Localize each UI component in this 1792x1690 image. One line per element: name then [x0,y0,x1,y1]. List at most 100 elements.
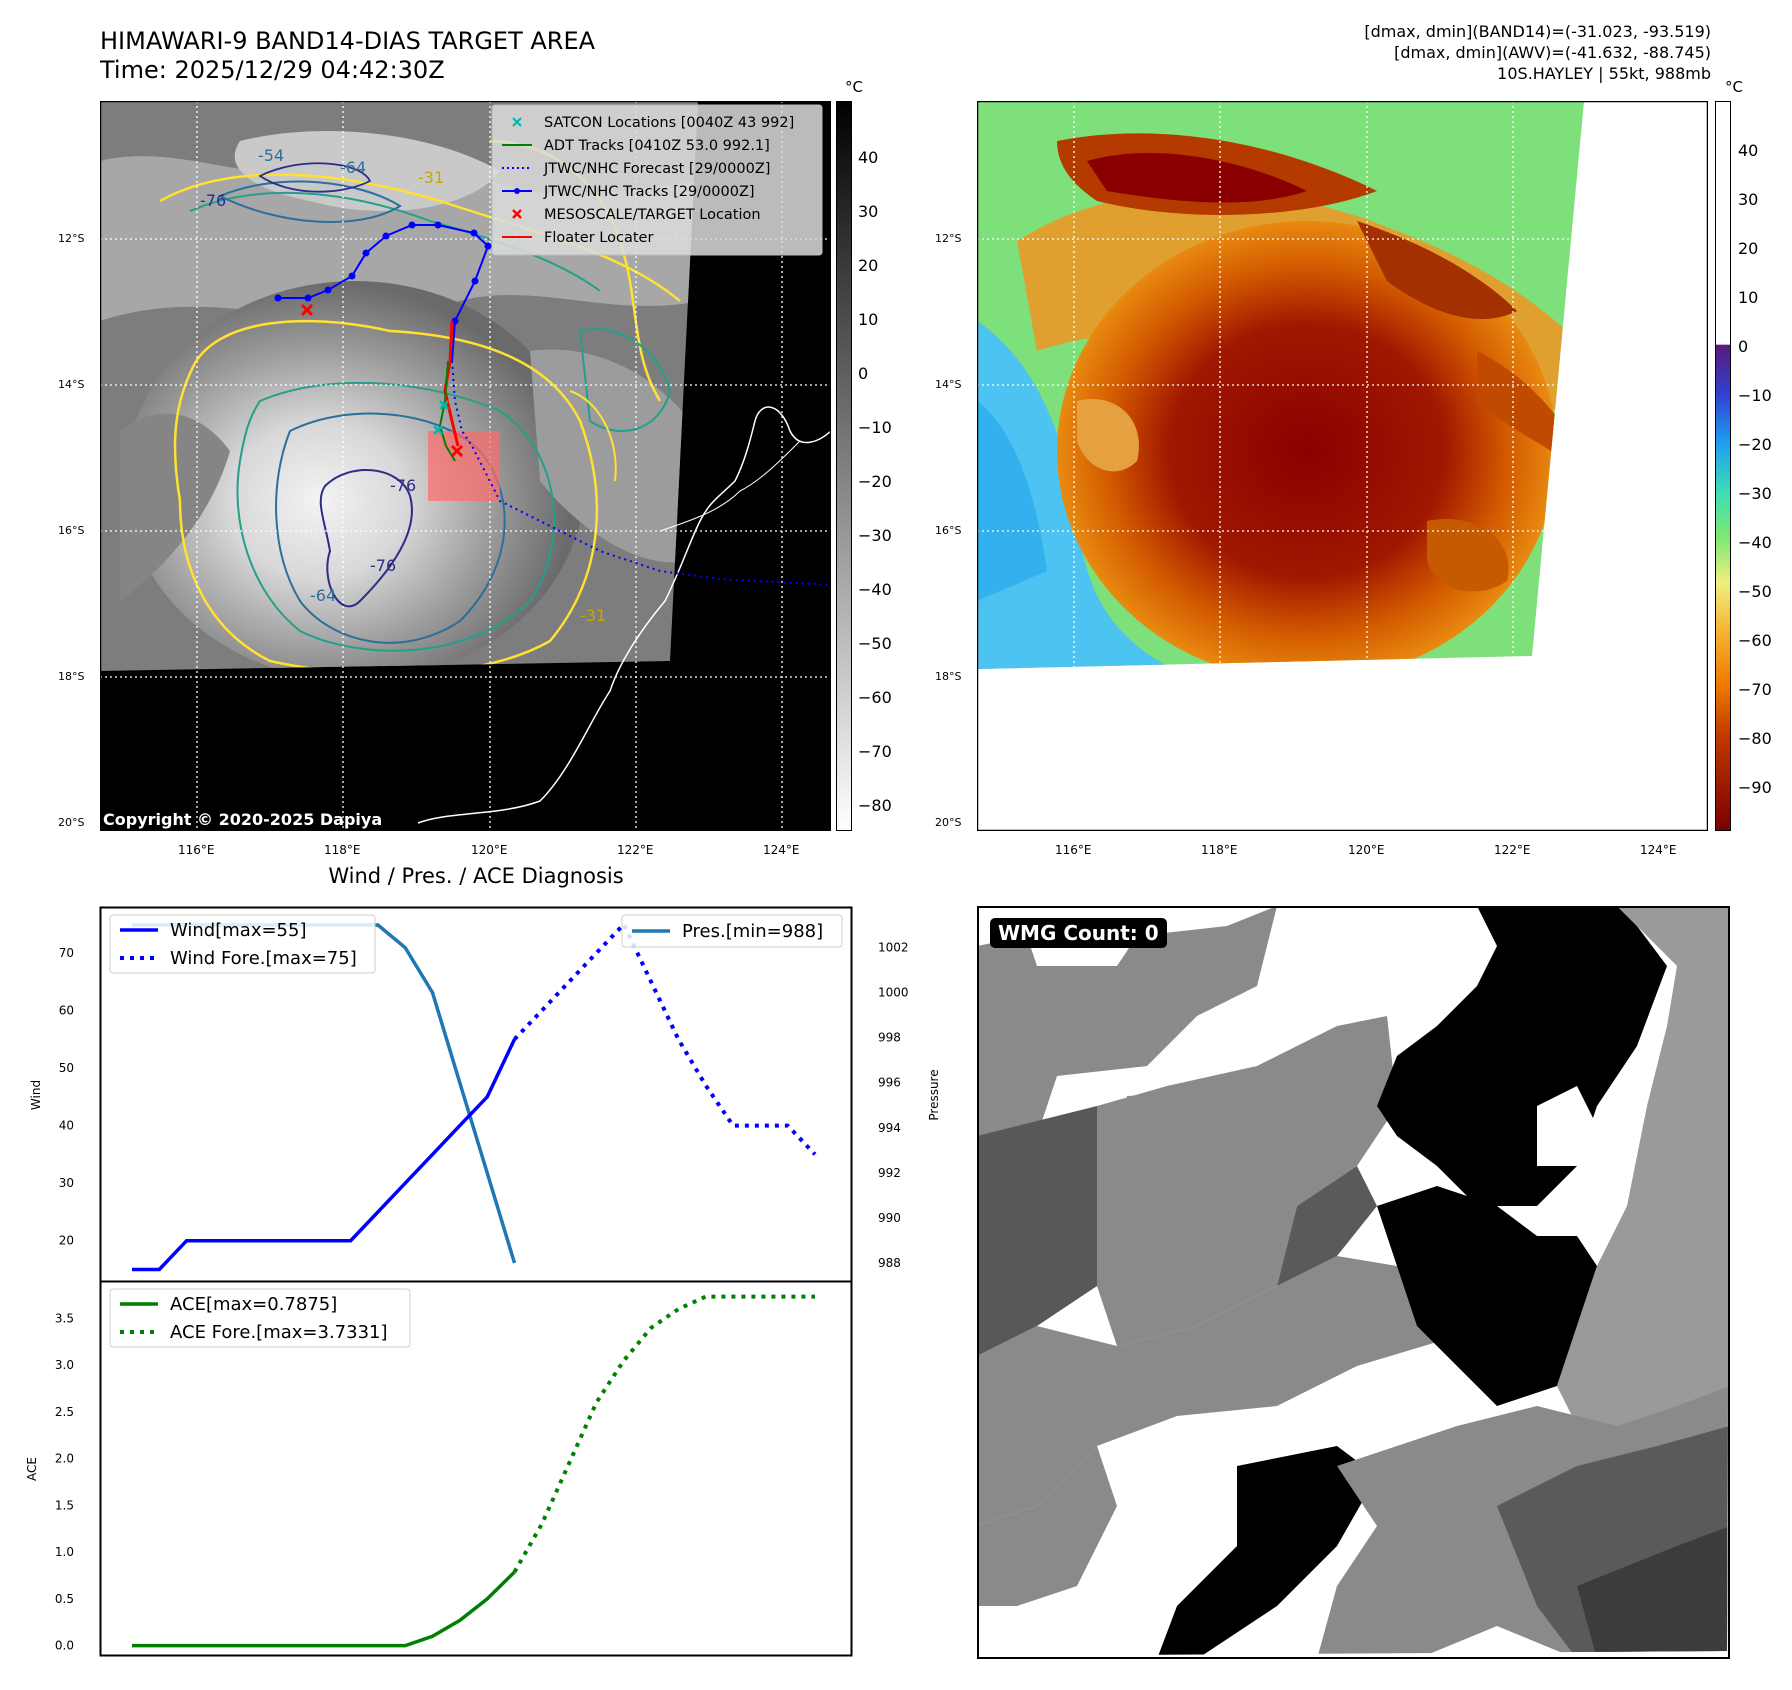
colorbar2-tick: −50 [1738,582,1772,601]
legend-forecast: JTWC/NHC Forecast [29/0000Z] [543,161,770,177]
wind-forecast-series-line [513,920,817,1156]
contour-label: -64 [310,586,336,605]
colorbar2-tick: −90 [1738,778,1772,797]
colorbar2-tick: 0 [1738,337,1749,356]
legend-satcon: SATCON Locations [0040Z 43 992] [544,115,794,131]
lon-label: 118°E [324,843,361,857]
pressure-tick: 992 [878,1166,901,1180]
contour-label: -76 [370,556,396,575]
colorbar2-tick: −10 [1738,386,1772,405]
colorbar1-tick: 30 [858,202,879,221]
ace-tick: 0.0 [55,1639,74,1653]
ace-series-line [132,1570,516,1648]
ace-tick: 3.5 [55,1311,74,1325]
lon-label: 116°E [178,843,215,857]
ace-tick: 2.5 [55,1405,74,1419]
wind-tick: 60 [59,1004,74,1018]
colorbar1-tick: 20 [858,256,879,275]
pressure-ylabel: Pressure [927,1069,941,1120]
colorbar1-tick: −70 [858,742,892,761]
colorbar1-tick: −40 [858,580,892,599]
lat-label: 20°S [58,816,85,829]
ace-tick: 3.0 [55,1358,74,1372]
lon-label: 122°E [1494,843,1531,857]
pressure-tick: 1000 [878,986,909,1000]
colorbar1-tick: 40 [858,148,879,167]
contour-label: -64 [340,158,366,177]
colorbar1-tick: 10 [858,310,879,329]
pressure-tick: 998 [878,1031,901,1045]
pressure-tick: 994 [878,1121,901,1135]
colorbar2-tick: −30 [1738,484,1772,503]
lon-label: 120°E [1348,843,1385,857]
pressure-tick: 990 [878,1211,901,1225]
wind-series-line [132,1038,517,1272]
diagnosis-title: Wind / Pres. / ACE Diagnosis [328,864,624,888]
colorbar2-tick: −80 [1738,729,1772,748]
contour-label: -31 [418,168,444,187]
wmg-count-badge: WMG Count: 0 [990,918,1167,948]
wind-legend: Wind[max=55] Wind Fore.[max=75] [109,914,376,974]
colorbar2-unit: °C [1725,78,1743,96]
colorbar2-tick: 20 [1738,239,1759,258]
legend-target: MESOSCALE/TARGET Location [544,207,761,223]
info-awv: [dmax, dmin](AWV)=(-41.632, -88.745) [1394,43,1711,62]
colorbar2-tick: 40 [1738,141,1759,160]
lat-label: 12°S [58,232,85,245]
legend-ace: ACE[max=0.7875] [170,1294,337,1315]
copyright: Copyright © 2020-2025 Dapiya [103,810,383,829]
ace-ylabel: ACE [25,1457,39,1481]
colorbar1 [836,101,852,831]
colorbar1-tick: −60 [858,688,892,707]
colorbar1-tick: −10 [858,418,892,437]
lat-label: 14°S [58,378,85,391]
ace-tick: 0.5 [55,1592,74,1606]
ir-map-panel: -54 -64 -31 -76 -76 -76 -64 -31 [100,101,831,831]
colorbar1-tick: −30 [858,526,892,545]
pressure-legend: Pres.[min=988] [621,914,843,948]
info-band14: [dmax, dmin](BAND14)=(-31.023, -93.519) [1364,22,1711,41]
legend-wind-forecast: Wind Fore.[max=75] [170,948,357,969]
wind-tick: 70 [59,946,74,960]
colorbar2-tick: −40 [1738,533,1772,552]
contour-label: -76 [390,476,416,495]
wind-tick: 30 [59,1176,74,1190]
ace-legend: ACE[max=0.7875] ACE Fore.[max=3.7331] [109,1288,411,1348]
legend-tracks: JTWC/NHC Tracks [29/0000Z] [543,184,755,200]
wind-tick: 20 [59,1234,74,1248]
wmg-panel [977,906,1730,1659]
lon-label: 124°E [763,843,800,857]
colorbar2-tick: −60 [1738,631,1772,650]
diagnosis-chart: Wind Pressure ACE 70 60 50 40 30 20 1002… [25,906,941,1657]
legend-adt: ADT Tracks [0410Z 53.0 992.1] [544,138,770,154]
lon-label: 122°E [617,843,654,857]
lon-label: 124°E [1640,843,1677,857]
wind-tick: 40 [59,1119,74,1133]
colorbar1-tick: 0 [858,364,869,383]
colorbar2-tick: −20 [1738,435,1772,454]
lat-label: 18°S [58,670,85,683]
contour-label: -76 [200,191,226,210]
chart-title: HIMAWARI-9 BAND14-DIAS TARGET AREA [100,27,596,55]
ace-tick: 1.0 [55,1545,74,1559]
colorbar2 [1715,101,1731,831]
contour-label: -54 [258,146,284,165]
awv-map-panel [977,101,1708,831]
ace-tick: 2.0 [55,1452,74,1466]
lat-label: 16°S [58,524,85,537]
pressure-series-line [132,923,517,1264]
pressure-tick: 1002 [878,941,909,955]
lat-label: 14°S [935,378,962,391]
colorbar1-tick: −50 [858,634,892,653]
legend-pressure: Pres.[min=988] [682,921,823,942]
legend-ace-forecast: ACE Fore.[max=3.7331] [170,1322,388,1343]
lat-label: 12°S [935,232,962,245]
lon-label: 118°E [1201,843,1238,857]
chart-time: Time: 2025/12/29 04:42:30Z [100,56,445,84]
lon-label: 120°E [471,843,508,857]
colorbar2-tick: 30 [1738,190,1759,209]
pressure-tick: 996 [878,1076,901,1090]
colorbar1-unit: °C [845,78,863,96]
ace-tick: 1.5 [55,1498,74,1512]
colorbar1-tick: −80 [858,796,892,815]
